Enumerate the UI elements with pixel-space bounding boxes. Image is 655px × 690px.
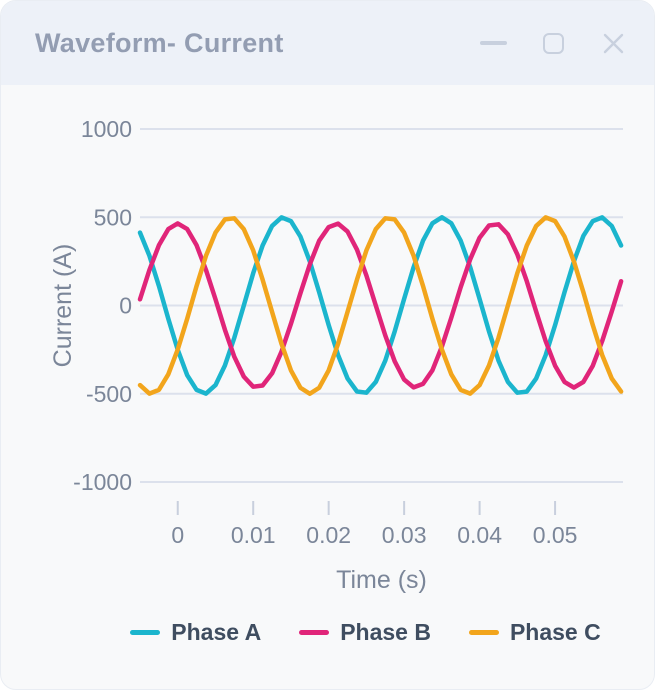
y-tick-label: 500: [94, 204, 132, 230]
x-tick-label: 0.02: [306, 522, 351, 548]
phase-a-swatch: [130, 630, 161, 635]
y-tick-label: 0: [119, 293, 132, 319]
phase-c-label: Phase C: [509, 619, 601, 645]
maximize-button[interactable]: [538, 28, 568, 58]
y-tick-label: -500: [86, 381, 132, 407]
maximize-icon: [542, 32, 564, 54]
minimize-icon: [479, 41, 507, 45]
x-axis-title: Time (s): [336, 566, 427, 594]
window-title: Waveform- Current: [35, 27, 284, 58]
chart-legend: Phase A Phase B Phase C: [39, 605, 654, 646]
x-tick-label: 0.03: [382, 522, 427, 548]
x-tick-label: 0.05: [533, 522, 578, 548]
y-axis-title: Current (A): [49, 244, 77, 368]
waveform-chart: 1000 500 0 -500 -1000 0 0.01 0.02 0.03 0.04 0.05 Ti…: [1, 85, 654, 605]
close-icon: [603, 33, 623, 53]
phase-a-label: Phase A: [171, 619, 262, 645]
legend-item-phase-b[interactable]: Phase B: [299, 619, 431, 646]
minimize-button[interactable]: [478, 28, 508, 58]
phase-a-line: [137, 215, 624, 396]
y-tick-label: 1000: [81, 116, 132, 142]
phase-c-swatch: [468, 630, 499, 635]
title-bar[interactable]: Waveform- Current: [1, 1, 654, 85]
phase-c-line: [137, 215, 624, 397]
x-tick-label: 0.04: [457, 522, 502, 548]
x-tick-label: 0: [171, 522, 184, 548]
close-button[interactable]: [598, 28, 628, 58]
x-tick-label: 0.01: [231, 522, 276, 548]
window-controls: [478, 28, 628, 58]
phase-b-line: [137, 221, 624, 390]
waveform-chart-svg: 1000 500 0 -500 -1000 0 0.01 0.02 0.03 0.04 0.05 Ti…: [49, 116, 624, 594]
phase-b-label: Phase B: [340, 619, 431, 645]
y-tick-label: -1000: [73, 469, 132, 495]
phase-b-swatch: [299, 630, 330, 635]
legend-item-phase-a[interactable]: Phase A: [130, 619, 261, 646]
legend-item-phase-c[interactable]: Phase C: [468, 619, 601, 646]
